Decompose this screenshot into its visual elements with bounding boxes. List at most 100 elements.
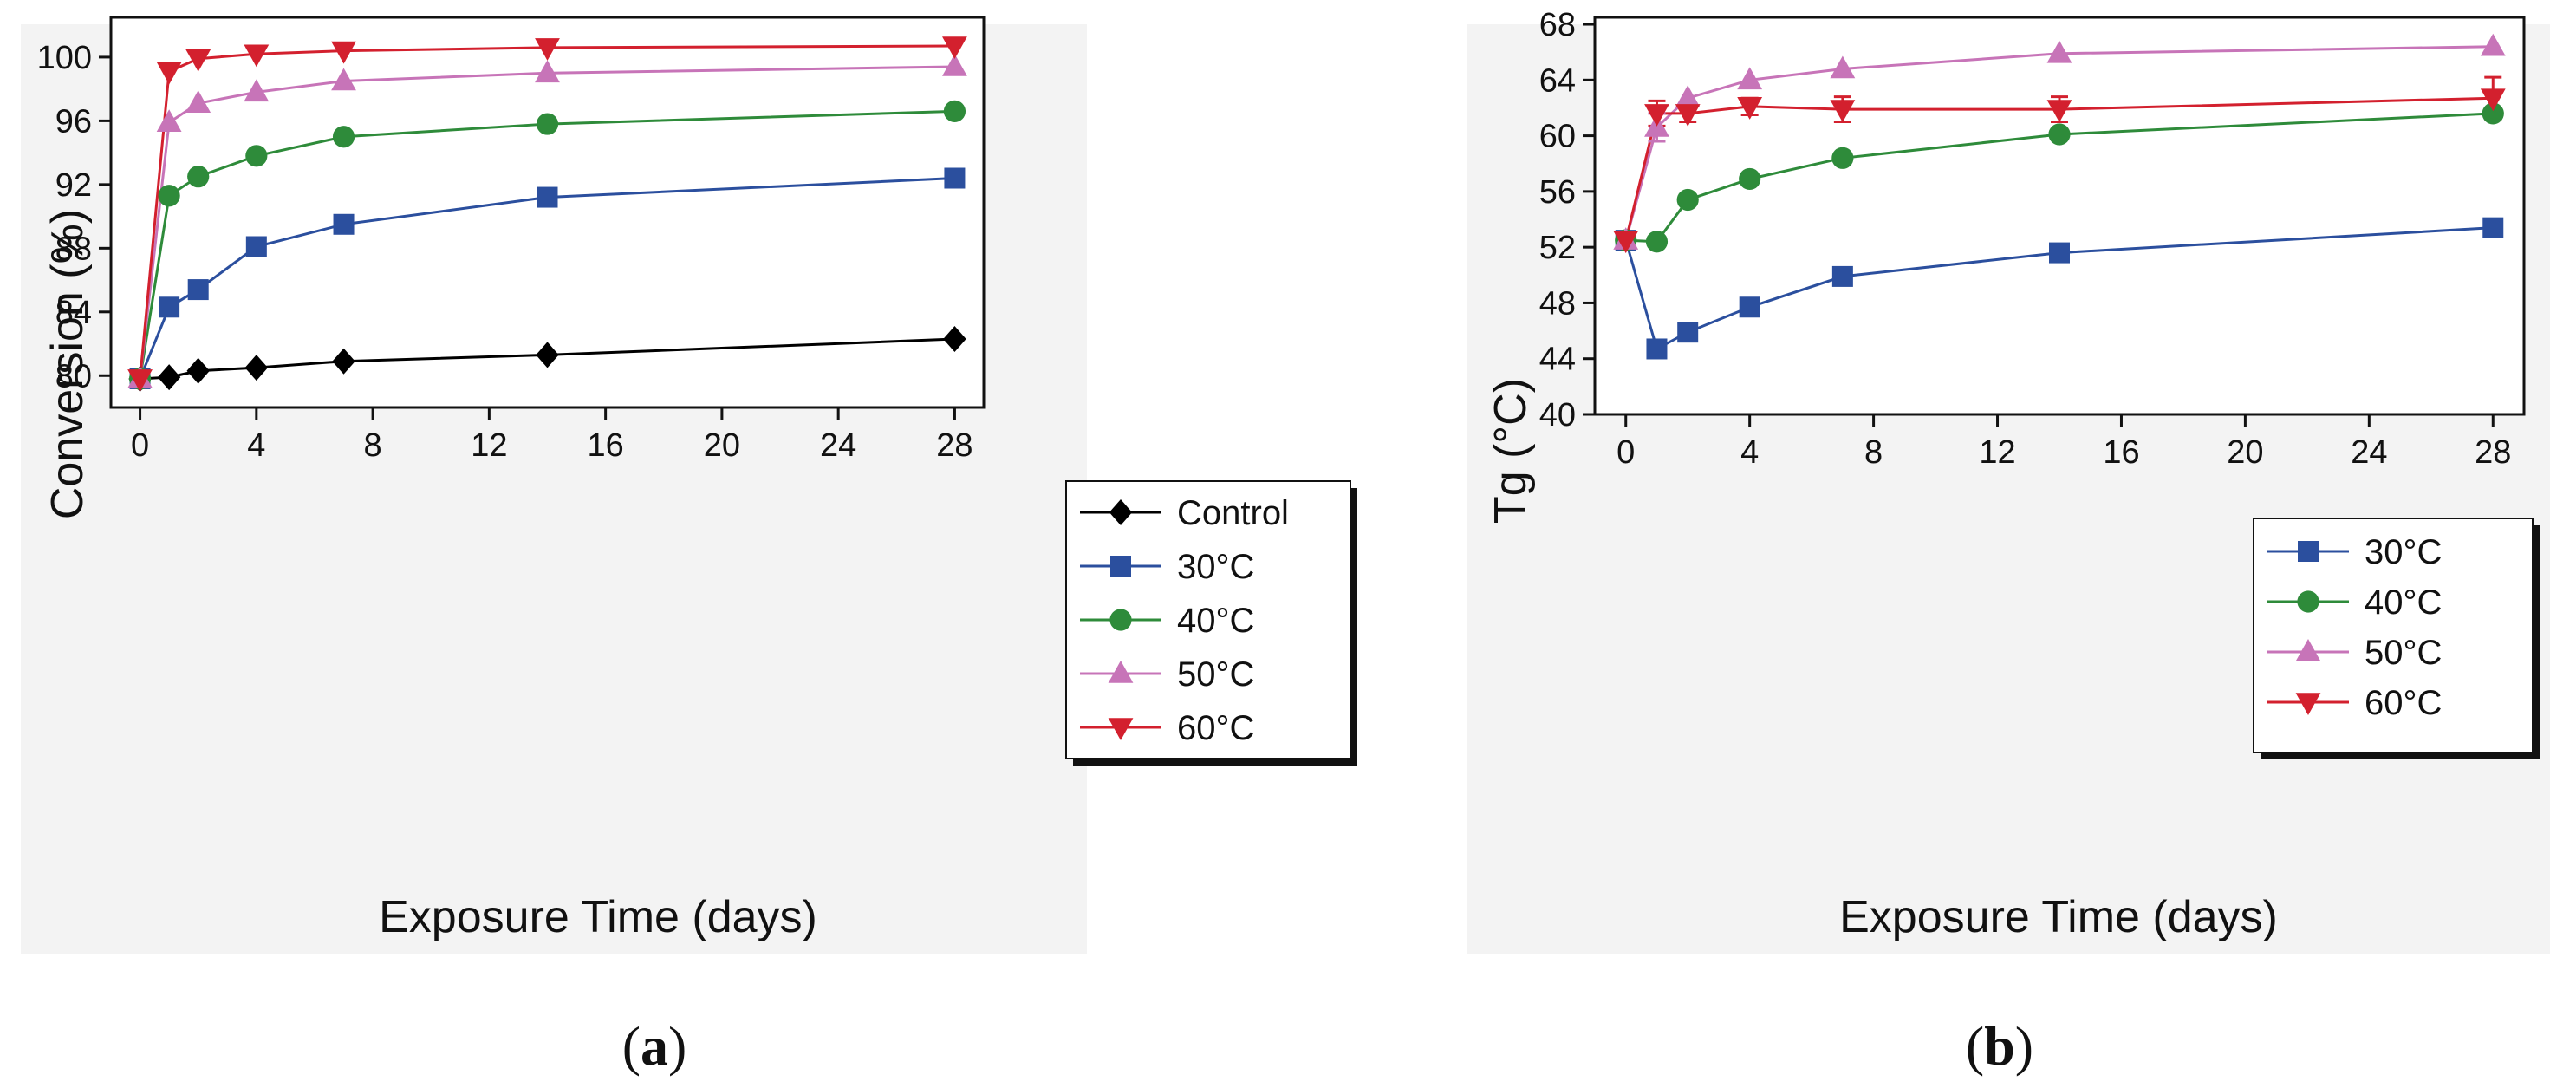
panel-a-caption-letter: a — [641, 1015, 668, 1077]
panel-a-y-axis-label: Conversion (%) — [42, 209, 93, 519]
panel-a-legend-marker-control — [1109, 499, 1133, 525]
panel-b-x-tick-label-16: 16 — [2103, 434, 2139, 471]
panel-b-legend-label-60-c: 60°C — [2365, 684, 2442, 722]
panel-b-legend-label-30-c: 30°C — [2365, 533, 2442, 571]
panel-b-y-tick-label-52: 52 — [1539, 230, 1576, 266]
panel-a-point-30-c-5 — [537, 186, 558, 208]
panel-a-point-50-c-2 — [185, 90, 211, 113]
panel-b-point-40-c-1 — [1645, 231, 1669, 253]
panel-b-plot-background — [1595, 17, 2524, 414]
panel-a-point-40-c-6 — [943, 100, 966, 122]
panel-a-y-tick-label-96: 96 — [55, 103, 92, 140]
panel-a-point-50-c-1 — [156, 109, 182, 133]
panel-a-point-30-c-4 — [333, 213, 355, 235]
panel-b-point-40-c-4 — [1831, 147, 1854, 169]
panel-b-y-tick-label-44: 44 — [1539, 342, 1576, 378]
panel-b-x-tick-label-8: 8 — [1864, 434, 1883, 471]
panel-b-point-30-c-2 — [1677, 322, 1699, 343]
panel-b-point-50-c-2 — [1675, 85, 1701, 108]
panel-a-x-tick-label-8: 8 — [364, 427, 382, 464]
panel-b-x-tick-label-4: 4 — [1740, 434, 1759, 471]
panel-b-tg-chart: 0 4 8 12 16 20 24 28404448525660646830°C40°C50°… — [1467, 7, 2550, 1077]
panel-a-legend-label-control: Control — [1177, 494, 1289, 532]
panel-a-point-50-c-3 — [244, 79, 270, 102]
panel-b-point-60-c-1 — [1644, 104, 1669, 127]
panel-b-point-50-c-3 — [1737, 67, 1763, 90]
panel-a-y-tick-label-88: 88 — [55, 231, 92, 267]
panel-b-point-50-c-5 — [2046, 40, 2072, 63]
panel-b-caption-letter: b — [1984, 1015, 2015, 1077]
panel-b-legend: 30°C 40°C 50°C 60°C — [2253, 518, 2540, 759]
panel-b-legend-marker-60-c — [2295, 693, 2321, 715]
panel-b-point-40-c-2 — [1676, 188, 1699, 212]
panel-b-caption-label: (b) — [1966, 1015, 2033, 1077]
panel-b-point-30-c-5 — [2049, 242, 2070, 264]
panel-a-x-tick-label-24: 24 — [820, 427, 856, 464]
panel-a-point-60-c-0 — [127, 369, 153, 392]
panel-a-point-40-c-1 — [158, 185, 180, 207]
panel-b-point-30-c-6 — [2482, 217, 2504, 238]
panel-a-point-60-c-2 — [185, 49, 211, 72]
panel-b-axes-frame — [1593, 16, 2526, 416]
panel-a-point-30-c-3 — [245, 236, 267, 257]
panel-b-point-60-c-6 — [2480, 88, 2506, 112]
panel-a-y-tick-label-100: 100 — [37, 40, 92, 76]
panel-a-x-tick-label-4: 4 — [247, 427, 265, 464]
panel-b-x-tick-label-0: 0 — [1617, 434, 1635, 471]
panel-b-plot-area: 0 4 8 12 16 20 24 28404448525660646830°C40°C50°… — [1539, 7, 2540, 759]
panel-a-axes-frame — [109, 16, 986, 409]
panel-b-point-50-c-4 — [1830, 55, 1856, 79]
panel-a-point-50-c-5 — [535, 60, 560, 83]
panel-a-conversion-chart: 0 4 8 12 16 20 24 28 80 84 88 92 96 100 Control 30°C 40°… — [21, 16, 1357, 1077]
panel-a-legend-label-40-c: 40°C — [1177, 602, 1254, 640]
panel-b-point-60-c-5 — [2046, 100, 2072, 123]
panel-a-point-60-c-5 — [535, 38, 560, 61]
panel-a-legend-label-30-c: 30°C — [1177, 548, 1254, 586]
panel-a-x-tick-label-20: 20 — [704, 427, 740, 464]
panel-b-point-40-c-3 — [1739, 167, 1761, 191]
panel-a-x-axis-label: Exposure Time (days) — [379, 892, 817, 942]
panel-b-legend-label-50-c: 50°C — [2365, 634, 2442, 672]
panel-a-legend: Control 30°C 40°C 50°C 60°C — [1065, 480, 1357, 766]
panel-b-legend-marker-30-c — [2298, 541, 2319, 562]
panel-a-point-control-6 — [943, 326, 966, 353]
panel-b-x-tick-label-24: 24 — [2351, 434, 2387, 471]
panel-b-y-tick-label-64: 64 — [1539, 62, 1576, 99]
panel-b-x-tick-label-28: 28 — [2475, 434, 2511, 471]
panel-b-legend-marker-50-c — [2295, 639, 2321, 661]
panel-a-point-60-c-3 — [244, 44, 270, 68]
panel-b-y-tick-label-48: 48 — [1539, 285, 1576, 322]
panel-a-point-50-c-6 — [942, 53, 967, 76]
panel-a-y-tick-label-84: 84 — [55, 295, 92, 331]
panel-a-point-30-c-2 — [187, 279, 209, 301]
panel-b-y-tick-label-40: 40 — [1539, 397, 1576, 433]
panel-a-legend-marker-60-c — [1108, 718, 1134, 740]
panel-a-x-tick-label-12: 12 — [471, 427, 507, 464]
panel-a-legend-marker-40-c — [1109, 609, 1132, 631]
panel-a-point-60-c-4 — [331, 41, 356, 64]
panel-a-point-50-c-4 — [331, 68, 356, 91]
panel-b-x-tick-label-12: 12 — [1979, 434, 2015, 471]
panel-a-legend-marker-50-c — [1108, 661, 1134, 683]
panel-b-legend-label-40-c: 40°C — [2365, 583, 2442, 622]
panel-a-x-tick-label-28: 28 — [936, 427, 973, 464]
panel-b-x-axis-label: Exposure Time (days) — [1839, 892, 2278, 942]
panel-a-legend-label-50-c: 50°C — [1177, 655, 1254, 694]
panel-b-y-axis-label: Tg (°C) — [1486, 378, 1536, 524]
panel-a-y-tick-label-92: 92 — [55, 167, 92, 204]
panel-b-point-50-c-6 — [2480, 33, 2506, 56]
panel-a-y-tick-label-80: 80 — [55, 358, 92, 394]
panel-b-point-30-c-4 — [1831, 265, 1853, 287]
panel-a-point-control-4 — [332, 348, 355, 375]
panel-a-legend-marker-30-c — [1110, 556, 1131, 577]
panel-b-point-30-c-1 — [1646, 338, 1668, 360]
panel-b-x-tick-label-20: 20 — [2227, 434, 2263, 471]
panel-a-point-control-2 — [186, 357, 210, 384]
panel-b-point-30-c-3 — [1739, 296, 1760, 318]
panel-a-point-control-3 — [244, 355, 269, 381]
panel-a-point-30-c-1 — [159, 296, 180, 318]
panel-a-point-40-c-2 — [187, 166, 210, 188]
panel-b-y-tick-label-68: 68 — [1539, 7, 1576, 43]
panel-b-point-60-c-0 — [1613, 231, 1639, 254]
panel-b-y-tick-label-60: 60 — [1539, 119, 1576, 155]
